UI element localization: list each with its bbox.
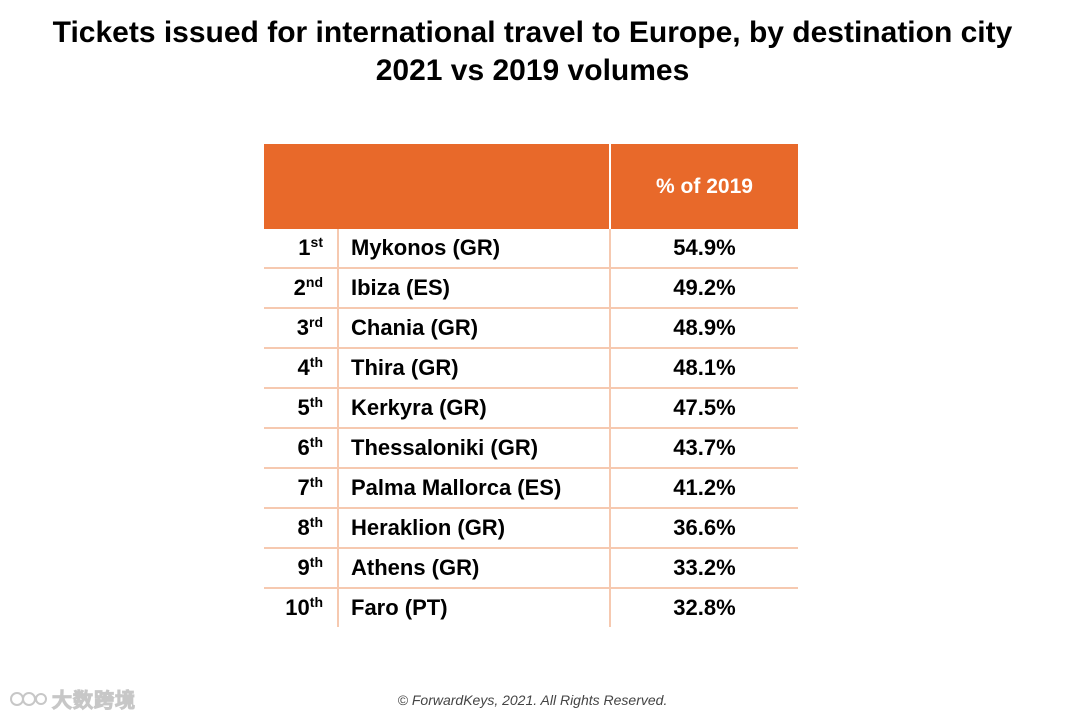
pct-of-2019-cell: 32.8% [673, 595, 736, 620]
header-pct-of-2019: % of 2019 [610, 144, 798, 229]
city-cell: Faro (PT) [338, 588, 611, 627]
table-row: 6th Thessaloniki (GR) 43.7% [264, 428, 798, 469]
watermark-text: 大数跨境 [52, 690, 136, 713]
rank-suffix: th [309, 594, 323, 610]
rank-number: 10 [285, 595, 310, 620]
rank-suffix: th [309, 554, 323, 570]
rank-cell: 7th [264, 468, 339, 509]
rank-suffix: th [309, 354, 323, 370]
table-row: 9th Athens (GR) 33.2% [264, 548, 798, 589]
table-row: 10th Faro (PT) 32.8% [264, 588, 798, 627]
pct-of-2019-cell: 47.5% [610, 388, 798, 429]
watermark-logo-icon [10, 691, 47, 706]
rank-cell: 1st [264, 229, 339, 269]
rank-suffix: th [309, 394, 323, 410]
rank-number: 2 [293, 275, 306, 300]
rank-suffix: nd [305, 274, 323, 290]
city-cell: Palma Mallorca (ES) [338, 468, 611, 509]
rank-number: 6 [297, 435, 310, 460]
rank-number: 5 [297, 395, 310, 420]
rank-suffix: th [309, 514, 323, 530]
rank-suffix: rd [309, 314, 323, 330]
rank-cell: 6th [264, 428, 339, 469]
ranking-table: % of 2019 1st Mykonos (GR) 54.9% 2nd Ibiza (… [264, 144, 798, 627]
city-cell: Ibiza (ES) [338, 268, 611, 309]
rank-number: 8 [297, 515, 310, 540]
rank-cell: 9th [264, 548, 339, 589]
table-row: 1st Mykonos (GR) 54.9% [264, 229, 798, 269]
city-cell: Chania (GR) [338, 308, 611, 349]
watermark: 大数跨境 [8, 684, 136, 713]
city-cell: Mykonos (GR) [338, 229, 611, 269]
pct-of-2019-cell: 41.2% [610, 468, 798, 509]
rank-number: 3 [296, 315, 309, 340]
chart-subtitle: 2021 vs 2019 volumes [375, 54, 690, 87]
rank-suffix: th [309, 434, 323, 450]
rank-number: 1 [298, 235, 311, 260]
table-header-row: % of 2019 [264, 144, 798, 229]
header-blank-cell [264, 144, 611, 229]
city-cell: Kerkyra (GR) [338, 388, 611, 429]
pct-of-2019-cell: 48.1% [610, 348, 798, 389]
rank-suffix: st [310, 234, 323, 250]
table-body: 1st Mykonos (GR) 54.9% 2nd Ibiza (ES) 49.2% 3r… [264, 229, 798, 627]
chart-title: Tickets issued for international travel … [52, 16, 1013, 49]
city-cell: Thira (GR) [338, 348, 611, 389]
rank-number: 7 [297, 475, 310, 500]
city-cell: Heraklion (GR) [338, 508, 611, 549]
table-row: 7th Palma Mallorca (ES) 41.2% [264, 468, 798, 509]
rank-number: 9 [297, 555, 310, 580]
rank-cell: 5th [264, 388, 339, 429]
pct-of-2019-cell: 43.7% [610, 428, 798, 469]
table-row: 2nd Ibiza (ES) 49.2% [264, 268, 798, 309]
rank-cell: 8th [264, 508, 339, 549]
rank-number: 4 [297, 355, 310, 380]
pct-of-2019-cell: 54.9% [610, 229, 798, 269]
rank-cell: 3rd [264, 308, 339, 349]
table-row: 3rd Chania (GR) 48.9% [264, 308, 798, 349]
chart-title-block: Tickets issued for international travel … [0, 14, 1065, 90]
city-cell: Thessaloniki (GR) [338, 428, 611, 469]
pct-of-2019-cell: 33.2% [610, 548, 798, 589]
rank-cell: 10th [264, 588, 339, 627]
rank-suffix: th [309, 474, 323, 490]
city-cell: Athens (GR) [338, 548, 611, 589]
rank-cell: 4th [264, 348, 339, 389]
pct-of-2019-cell: 48.9% [610, 308, 798, 349]
table-row: 4th Thira (GR) 48.1% [264, 348, 798, 389]
pct-of-2019-cell: 49.2% [610, 268, 798, 309]
rank-cell: 2nd [264, 268, 339, 309]
pct-of-2019-cell: 36.6% [610, 508, 798, 549]
table-row: 8th Heraklion (GR) 36.6% [264, 508, 798, 549]
table-row: 5th Kerkyra (GR) 47.5% [264, 388, 798, 429]
copyright-footer: © ForwardKeys, 2021. All Rights Reserved… [397, 692, 668, 708]
